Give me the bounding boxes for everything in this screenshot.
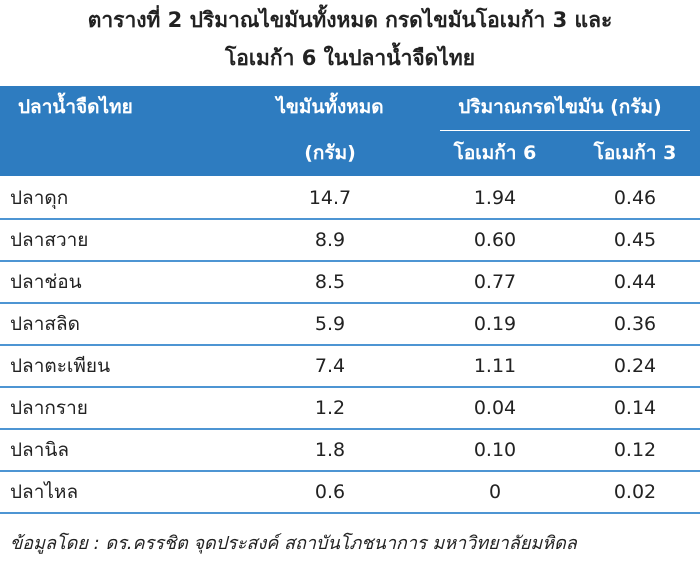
- number-cell: 1.94: [473, 187, 517, 209]
- number-cell: 0.14: [613, 397, 657, 419]
- header-cell: ปลาน้ำจืดไทย: [18, 96, 133, 118]
- fish-cell: ปลาตะเพียน: [10, 355, 111, 377]
- number-cell: 1.8: [314, 439, 346, 461]
- row-separator: [0, 260, 700, 262]
- number-cell: 0: [488, 481, 502, 503]
- number-cell: 0.77: [473, 271, 517, 293]
- fish-cell: ปลาช่อน: [10, 271, 82, 293]
- row-separator: [0, 344, 700, 346]
- number-cell: 14.7: [308, 187, 352, 209]
- fish-cell: ปลากราย: [10, 397, 88, 419]
- number-cell: 8.9: [314, 229, 346, 251]
- row-separator: [0, 218, 700, 220]
- number-cell: 0.45: [613, 229, 657, 251]
- fish-cell: ปลาสวาย: [10, 229, 89, 251]
- row-separator: [0, 302, 700, 304]
- number-cell: 8.5: [314, 271, 346, 293]
- number-cell: 0.46: [613, 187, 657, 209]
- fish-cell: ปลาสลิด: [10, 313, 80, 335]
- number-cell: 0.12: [613, 439, 657, 461]
- header-cell: ปริมาณกรดไขมัน (กรัม): [458, 96, 662, 118]
- header-cell: ไขมันทั้งหมด: [276, 96, 384, 118]
- number-cell: 0.24: [613, 355, 657, 377]
- number-cell: 1.11: [473, 355, 517, 377]
- row-separator: [0, 470, 700, 472]
- number-cell: 0.02: [613, 481, 657, 503]
- row-separator: [0, 512, 700, 514]
- fish-cell: ปลาดุก: [10, 187, 69, 209]
- row-separator: [0, 386, 700, 388]
- title: โอเมก้า 6 ในปลาน้ำจืดไทย: [224, 46, 476, 70]
- number-cell: 1.2: [314, 397, 346, 419]
- header-cell: โอเมก้า 3: [593, 142, 677, 164]
- number-cell: 0.6: [314, 481, 346, 503]
- row-separator: [0, 428, 700, 430]
- number-cell: 0.10: [473, 439, 517, 461]
- table-header: ปลาน้ำจืดไทย ไขมันทั้งหมด (กรัม) ปริมาณก…: [0, 86, 700, 176]
- number-cell: 0.04: [473, 397, 517, 419]
- number-cell: 0.36: [613, 313, 657, 335]
- number-cell: 0.60: [473, 229, 517, 251]
- source: ข้อมูลโดย : ดร.ครรชิต จุดประสงค์ สถาบันโ…: [10, 533, 577, 554]
- number-cell: 0.19: [473, 313, 517, 335]
- number-cell: 5.9: [314, 313, 346, 335]
- header-rule: [440, 130, 690, 131]
- header-cell: (กรัม): [304, 142, 356, 164]
- fish-cell: ปลาไหล: [10, 481, 79, 503]
- number-cell: 7.4: [314, 355, 346, 377]
- header-cell: โอเมก้า 6: [453, 142, 537, 164]
- number-cell: 0.44: [613, 271, 657, 293]
- title: ตารางที่ 2 ปริมาณไขมันทั้งหมด กรดไขมันโอ…: [87, 8, 613, 32]
- fish-cell: ปลานิล: [10, 439, 70, 461]
